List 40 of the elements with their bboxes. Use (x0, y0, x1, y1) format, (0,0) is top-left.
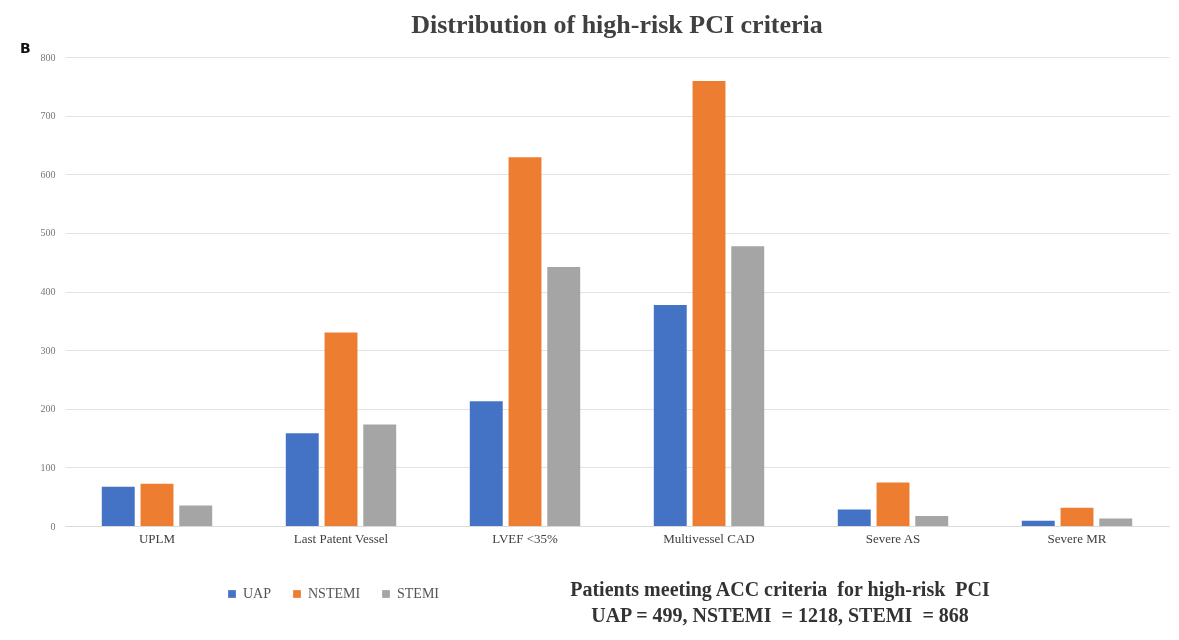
bar (915, 516, 949, 526)
chart-title: Distribution of high-risk PCI criteria (411, 10, 823, 39)
bar (731, 246, 765, 526)
bar (876, 482, 910, 526)
y-tick-label: 700 (40, 110, 56, 122)
x-tick-label: Last Patent Vessel (293, 530, 389, 546)
bar (837, 509, 871, 526)
legend-label: STEMI (397, 586, 440, 601)
y-tick-label: 800 (40, 51, 56, 63)
bar (363, 424, 397, 526)
bar (469, 401, 503, 526)
legend-label: NSTEMI (308, 586, 361, 601)
y-tick-label: 400 (40, 286, 56, 297)
text: B (20, 40, 31, 56)
bar (1060, 507, 1094, 526)
bar (547, 266, 581, 526)
y-tick-label: 300 (40, 344, 56, 356)
y-tick-label: 600 (40, 168, 56, 180)
x-tick-label: UPLM (138, 530, 176, 546)
bar (1099, 518, 1133, 526)
bar (101, 486, 135, 526)
bar (692, 81, 726, 526)
text: UAP = 499, NSTEMI = 1218, STEMI = 868 (590, 604, 970, 627)
x-tick-label: Severe MR (1047, 530, 1107, 546)
x-tick-label: Severe AS (865, 530, 921, 546)
bar (324, 332, 358, 526)
bar (285, 433, 319, 526)
y-tick-label: 200 (40, 403, 56, 415)
bar (1021, 520, 1055, 526)
x-tick-label: Multivessel CAD (663, 530, 755, 546)
text: Patients meeting ACC criteria for high-risk PCI (569, 578, 991, 601)
bar (653, 304, 687, 526)
legend-label: UAP (243, 586, 272, 601)
bar (179, 505, 213, 526)
y-tick-label: 500 (40, 227, 56, 239)
y-tick-label: 0 (50, 520, 56, 532)
bar (508, 157, 542, 526)
y-tick-label: 100 (40, 461, 56, 473)
x-tick-label: LVEF <35% (492, 530, 559, 546)
bar (140, 483, 174, 526)
